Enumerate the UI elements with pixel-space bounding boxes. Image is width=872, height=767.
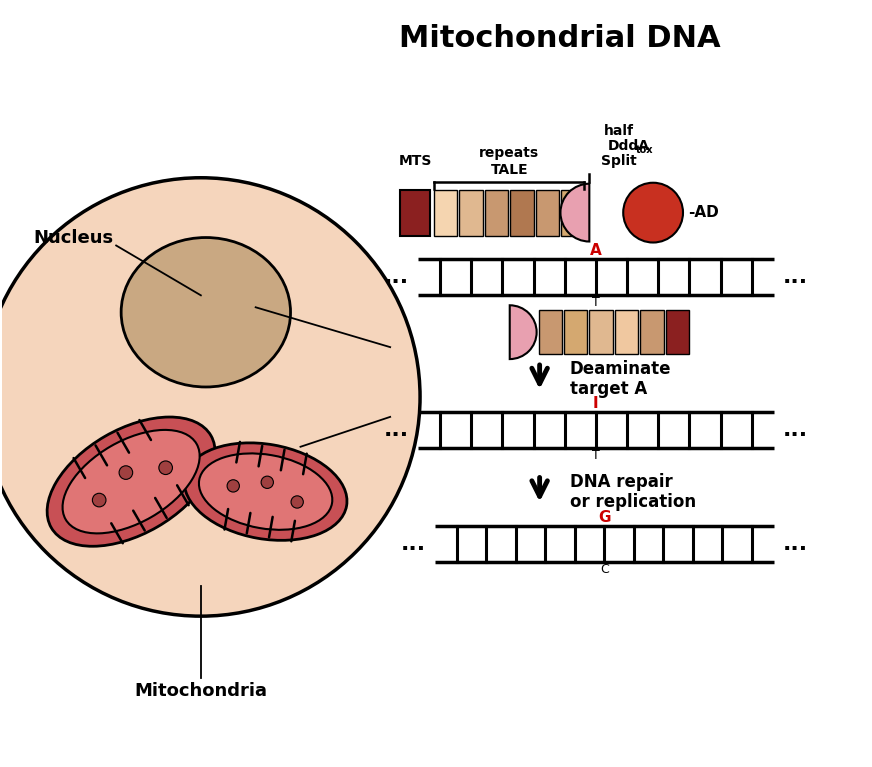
Bar: [400, 189, 430, 235]
Bar: [561, 189, 584, 235]
Text: Deaminate: Deaminate: [569, 360, 671, 378]
Circle shape: [623, 183, 683, 242]
Text: repeats: repeats: [480, 146, 539, 160]
Circle shape: [159, 461, 173, 475]
Text: ...: ...: [400, 535, 426, 555]
Text: A: A: [590, 243, 602, 258]
Bar: [434, 189, 458, 235]
Text: MTS: MTS: [399, 154, 432, 168]
Ellipse shape: [47, 417, 215, 546]
Circle shape: [227, 479, 240, 492]
Bar: [510, 189, 534, 235]
Circle shape: [291, 495, 303, 508]
Bar: [460, 189, 483, 235]
Text: Nucleus: Nucleus: [33, 229, 113, 246]
Text: DNA repair: DNA repair: [569, 472, 672, 491]
Text: TALE: TALE: [490, 163, 528, 176]
Text: ...: ...: [783, 535, 808, 555]
Bar: [564, 311, 588, 354]
Wedge shape: [561, 184, 589, 242]
Ellipse shape: [121, 238, 290, 387]
Text: DddA: DddA: [607, 139, 650, 153]
Circle shape: [261, 476, 274, 489]
Text: ...: ...: [384, 268, 409, 288]
Bar: [665, 311, 689, 354]
Text: G: G: [598, 511, 610, 525]
Bar: [539, 311, 562, 354]
Circle shape: [0, 178, 420, 616]
Bar: [485, 189, 508, 235]
Ellipse shape: [199, 453, 332, 530]
Text: -AD: -AD: [688, 205, 719, 220]
Bar: [535, 189, 559, 235]
Text: T: T: [592, 296, 600, 309]
Text: ...: ...: [783, 420, 808, 439]
Text: ...: ...: [783, 268, 808, 288]
Circle shape: [92, 493, 106, 507]
Circle shape: [119, 466, 133, 479]
Text: Mitochondrial DNA: Mitochondrial DNA: [399, 24, 720, 53]
Text: T: T: [592, 449, 600, 462]
Text: half: half: [604, 124, 634, 138]
Bar: [589, 311, 613, 354]
Ellipse shape: [184, 443, 347, 541]
Text: Split: Split: [602, 154, 637, 168]
Wedge shape: [510, 305, 536, 359]
Bar: [640, 311, 664, 354]
Text: I: I: [593, 396, 599, 411]
Text: tox: tox: [637, 145, 654, 155]
Bar: [615, 311, 638, 354]
Text: ...: ...: [384, 420, 409, 439]
Text: C: C: [600, 563, 609, 576]
Text: target A: target A: [569, 380, 647, 398]
Text: or replication: or replication: [569, 492, 696, 511]
Text: Mitochondria: Mitochondria: [134, 682, 268, 700]
Ellipse shape: [63, 430, 200, 533]
